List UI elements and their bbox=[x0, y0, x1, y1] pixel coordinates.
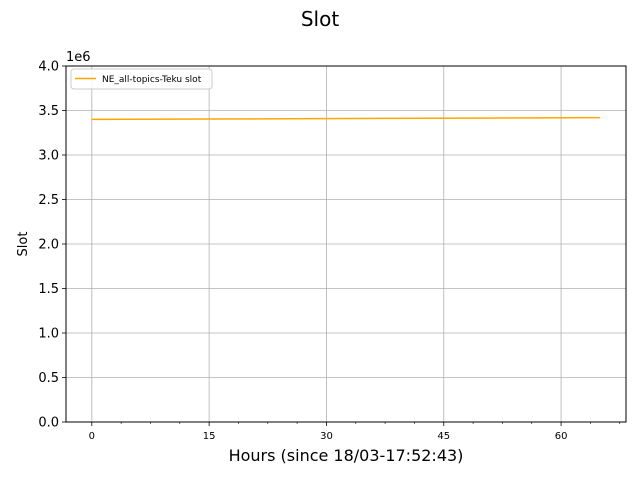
y-tick-label: 3.5 bbox=[38, 104, 59, 119]
x-tick-label: 45 bbox=[437, 431, 450, 442]
y-axis-label: Slot bbox=[16, 232, 31, 257]
y-tick-label: 0.0 bbox=[38, 416, 59, 431]
y-axis-offset-label: 1e6 bbox=[66, 50, 91, 65]
x-tick-label: 60 bbox=[555, 431, 568, 442]
legend: NE_all-topics-Teku slot bbox=[70, 68, 213, 90]
series-line bbox=[91, 116, 601, 121]
axis-ticks: 0.0 0.5 1.0 1.5 2.0 2.5 3.0 3.5 4.0 0 15 30 45 60 bbox=[38, 60, 621, 442]
series-layer bbox=[91, 116, 601, 121]
x-tick-label: 30 bbox=[320, 431, 333, 442]
y-tick-label: 1.5 bbox=[38, 282, 59, 297]
y-tick-label: 4.0 bbox=[38, 60, 59, 75]
legend-box bbox=[70, 68, 213, 90]
y-tick-label: 3.0 bbox=[38, 149, 59, 164]
y-tick-label: 2.5 bbox=[38, 193, 59, 208]
x-tick-label: 15 bbox=[203, 431, 216, 442]
legend-label: NE_all-topics-Teku slot bbox=[102, 75, 202, 85]
y-tick-label: 2.0 bbox=[38, 238, 59, 253]
y-tick-label: 1.0 bbox=[38, 327, 59, 342]
x-tick-label: 0 bbox=[89, 431, 95, 442]
y-tick-label: 0.5 bbox=[38, 371, 59, 386]
grid-lines bbox=[66, 65, 626, 423]
chart-title: Slot bbox=[301, 7, 339, 31]
x-axis-label: Hours (since 18/03-17:52:43) bbox=[229, 446, 464, 465]
